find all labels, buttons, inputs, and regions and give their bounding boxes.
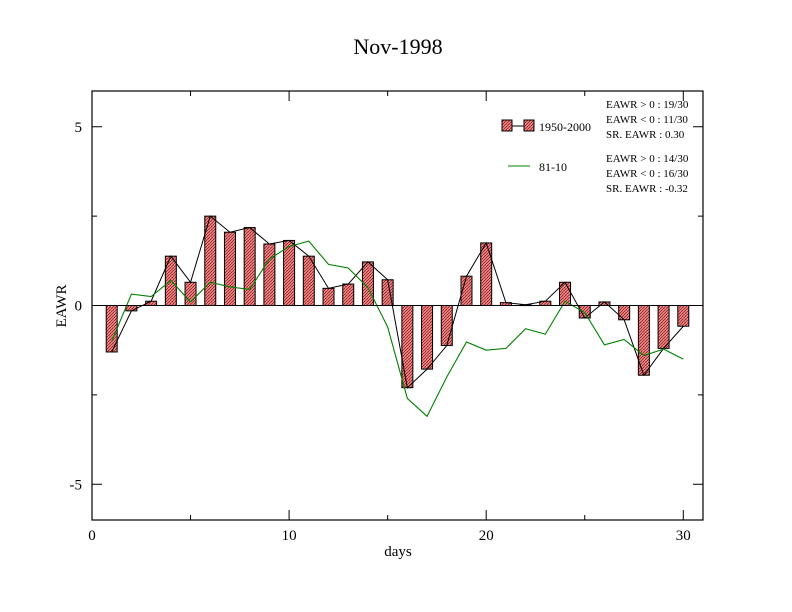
stat-line: EAWR < 0 : 11/30 xyxy=(606,114,688,126)
legend-label-1950-2000: 1950-2000 xyxy=(539,120,591,134)
bar-day-8 xyxy=(243,227,256,306)
x-axis-label: days xyxy=(384,544,412,560)
legend: 1950-2000 81-10 xyxy=(501,119,591,174)
bar-day-17 xyxy=(421,305,434,370)
stat-line: SR. EAWR : -0.32 xyxy=(606,183,688,195)
x-tick-label: 10 xyxy=(282,528,297,544)
plot-area xyxy=(105,215,690,418)
bar-day-20 xyxy=(480,242,493,306)
y-tick-label: 5 xyxy=(75,120,83,136)
legend-label-81-10: 81-10 xyxy=(539,160,567,174)
y-tick-label: 0 xyxy=(75,299,83,315)
legend-swatch-1950-2000-b xyxy=(523,119,535,132)
y-tick-label: -5 xyxy=(70,477,83,493)
bar-day-11 xyxy=(302,255,315,307)
stat-line: EAWR > 0 : 19/30 xyxy=(606,99,689,111)
x-tick-label: 20 xyxy=(479,528,494,544)
bar-day-16 xyxy=(401,305,414,389)
chart-title: Nov-1998 xyxy=(353,34,442,59)
bar-day-27 xyxy=(618,305,631,321)
legend-swatch-1950-2000 xyxy=(501,119,513,132)
x-tick-label: 0 xyxy=(88,528,96,544)
axes: 0 10 20 30 -5 0 5 xyxy=(70,90,704,544)
bar-day-9 xyxy=(263,243,276,306)
stats-annotations: EAWR > 0 : 19/30 EAWR < 0 : 11/30 SR. EAWR… xyxy=(606,99,689,195)
bar-day-12 xyxy=(322,287,335,306)
y-axis-label: EAWR xyxy=(54,285,70,328)
series-line-81-10 xyxy=(111,240,684,418)
stat-line: EAWR < 0 : 16/30 xyxy=(606,168,689,180)
bar-day-29 xyxy=(657,305,670,349)
bar-day-18 xyxy=(440,305,453,347)
stat-line: SR. EAWR : 0.30 xyxy=(606,129,685,141)
stat-line: EAWR > 0 : 14/30 xyxy=(606,153,689,165)
bar-day-10 xyxy=(283,239,296,306)
bar-day-7 xyxy=(223,231,236,306)
series-line-1950-2000 xyxy=(111,215,684,389)
x-tick-label: 30 xyxy=(676,528,691,544)
bar-day-13 xyxy=(342,283,355,306)
bar-day-2 xyxy=(125,305,138,312)
bar-day-30 xyxy=(677,305,690,327)
